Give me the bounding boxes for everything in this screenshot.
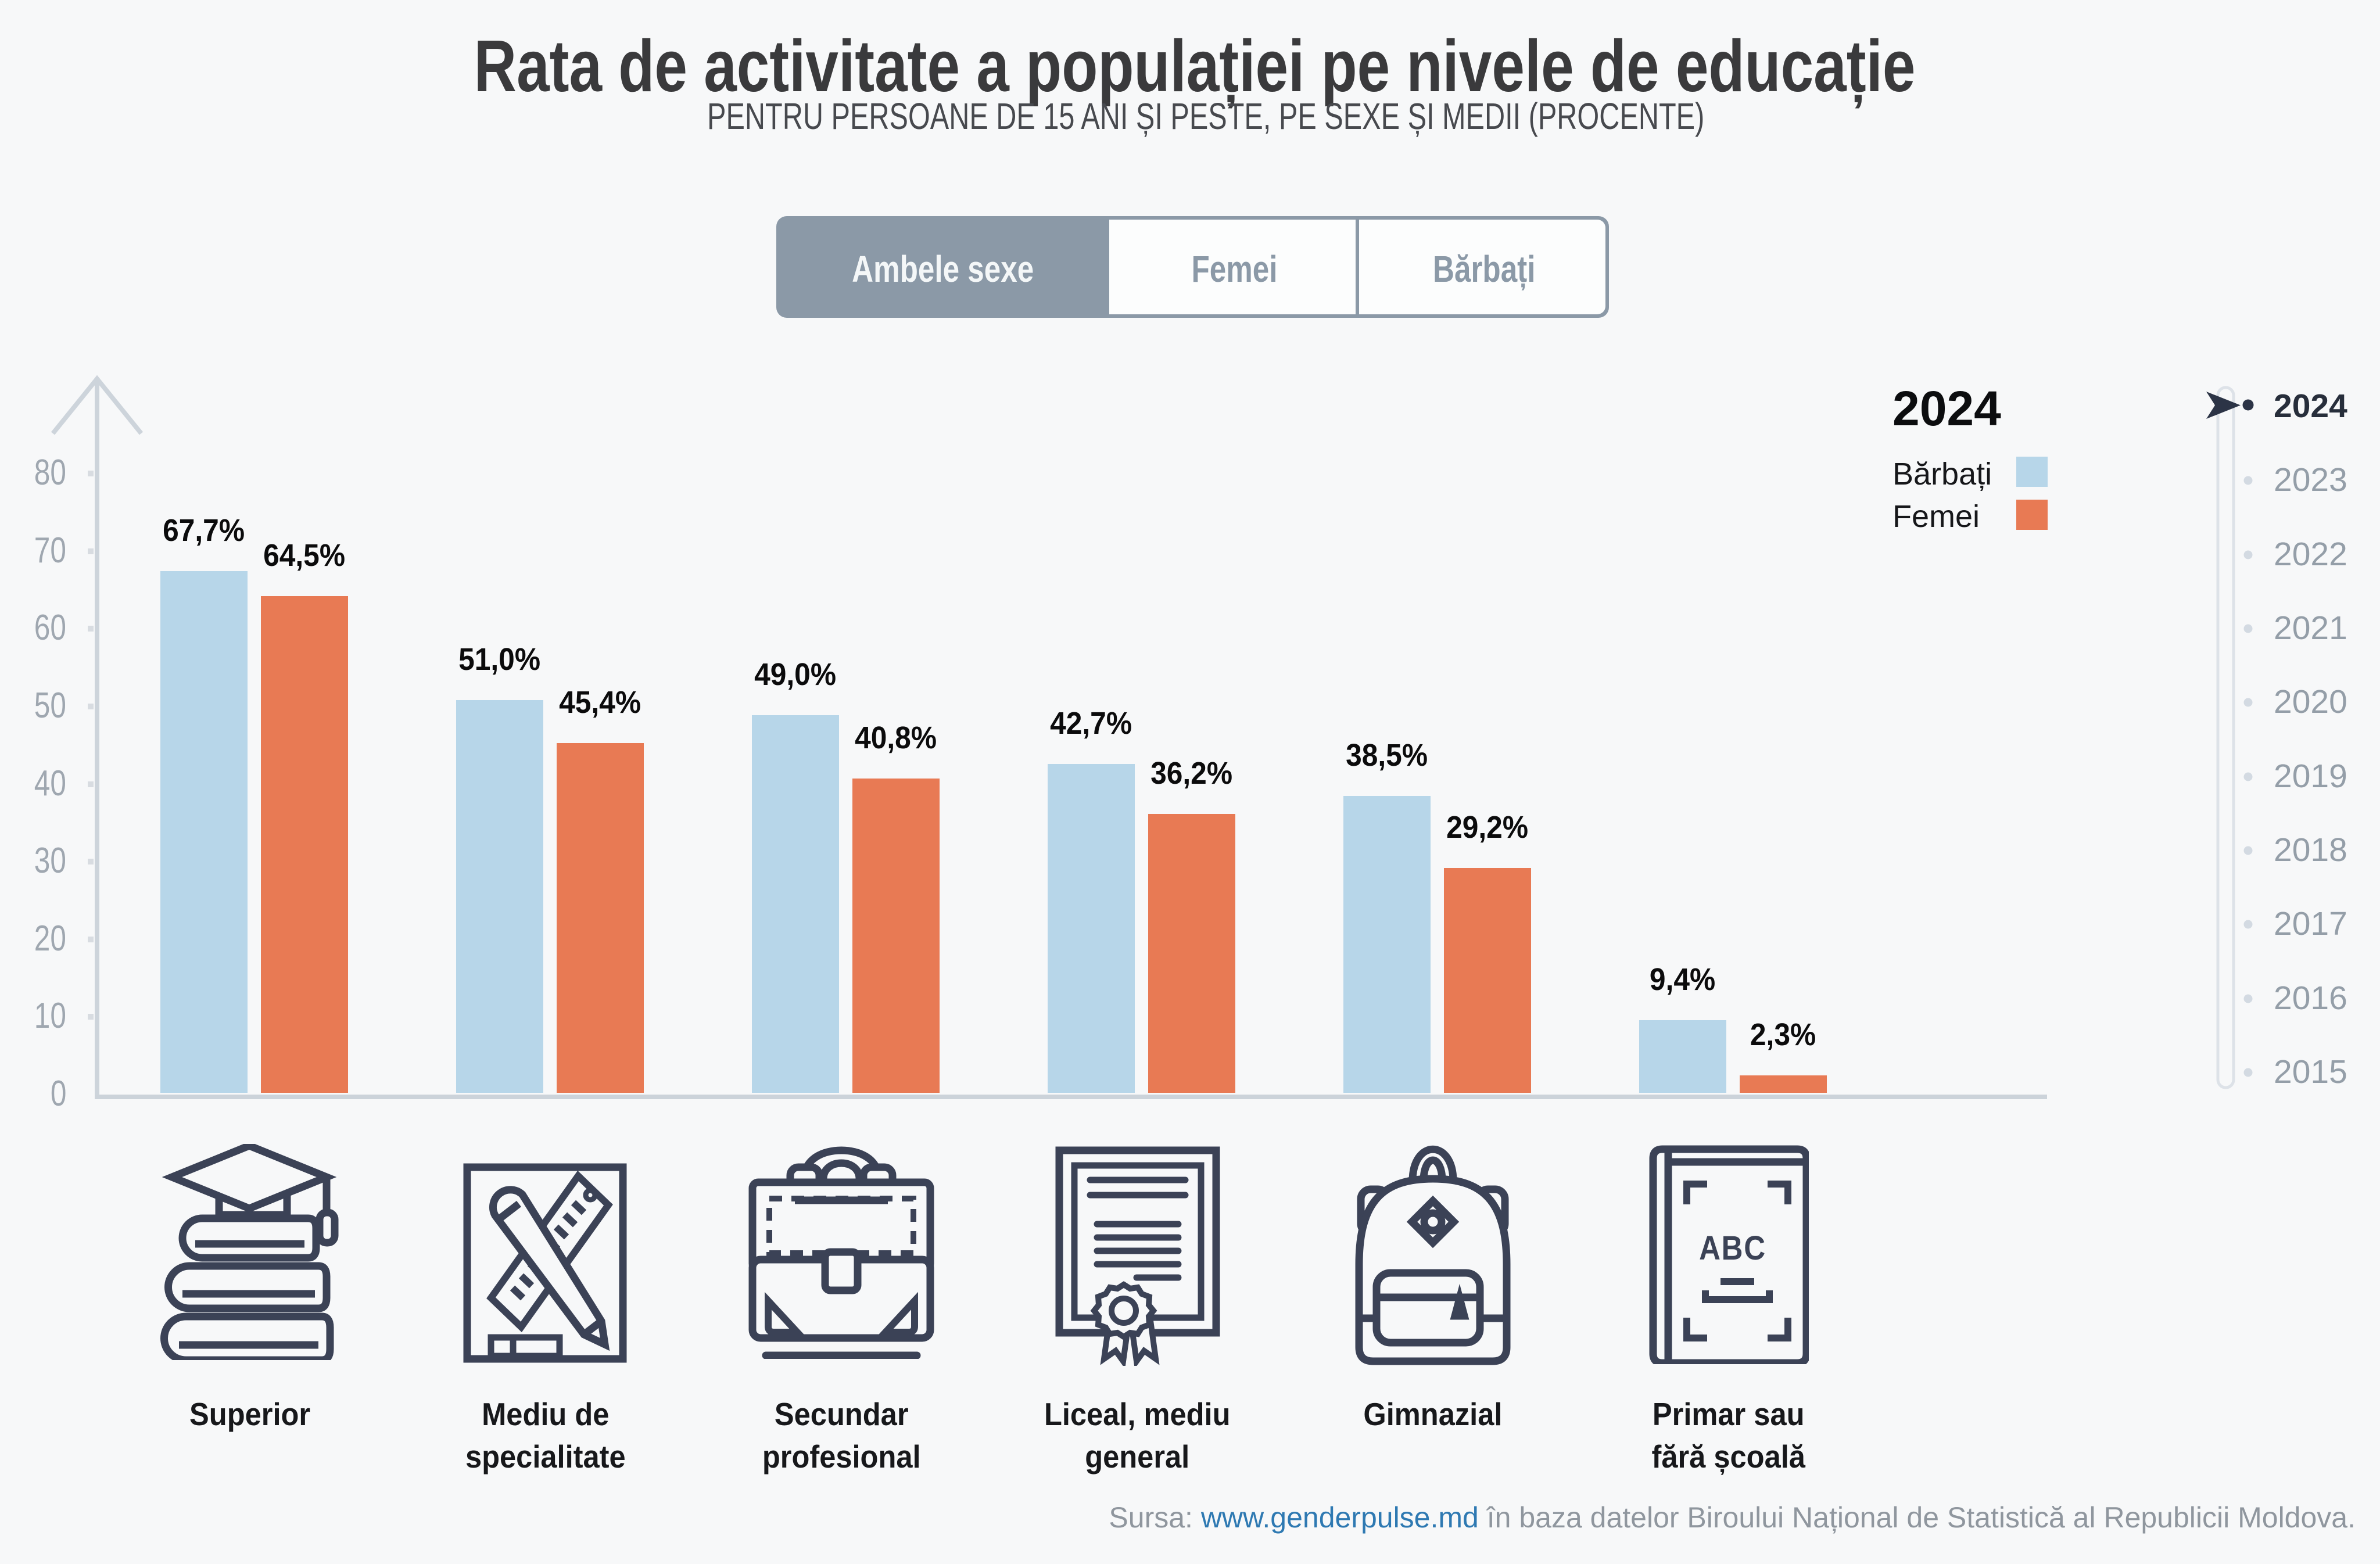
svg-text:ABC: ABC [1699,1229,1766,1267]
